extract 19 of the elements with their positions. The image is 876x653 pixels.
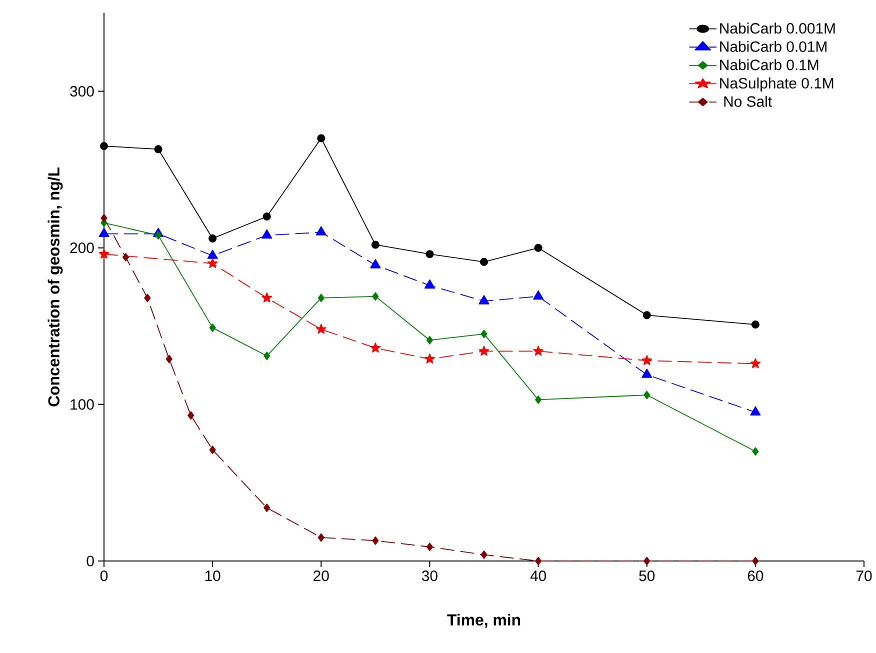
x-tick-label: 0 <box>100 570 108 582</box>
y-tick-label: 0 <box>86 556 94 566</box>
y-tick-label: 200 <box>70 242 94 254</box>
y-axis-title: Concentration of geosmin, ng/L <box>48 167 63 406</box>
x-tick-label: 30 <box>422 570 438 582</box>
legend-label: NabiCarb 0.001M <box>720 22 835 34</box>
x-tick-label: 60 <box>748 570 764 582</box>
x-tick-label: 50 <box>639 570 655 582</box>
x-tick-label: 70 <box>856 570 872 582</box>
y-tick-label: 100 <box>70 399 94 410</box>
legend-label: NabiCarb 0.01M <box>720 40 826 52</box>
x-axis-title: Time, min <box>447 614 520 628</box>
y-tick-label: 300 <box>70 86 94 97</box>
x-tick-label: 10 <box>205 570 220 582</box>
x-tick-label: 20 <box>314 570 329 582</box>
x-tick-label: 40 <box>530 570 546 582</box>
legend-label: NabiCarb 0.1M <box>720 59 818 70</box>
legend-label: No Salt <box>724 96 772 107</box>
legend-label: NaSulphate 0.1M <box>720 78 834 92</box>
